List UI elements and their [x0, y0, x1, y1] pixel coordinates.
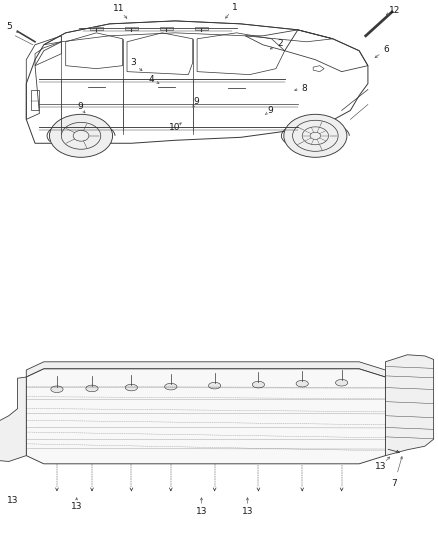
- Polygon shape: [385, 355, 434, 456]
- Bar: [125, 28, 138, 30]
- Bar: [90, 28, 103, 30]
- Text: 13: 13: [7, 496, 19, 505]
- Text: 13: 13: [196, 507, 207, 516]
- Circle shape: [252, 381, 265, 388]
- Text: 13: 13: [242, 507, 253, 516]
- Polygon shape: [0, 377, 26, 462]
- Text: 13: 13: [375, 462, 387, 471]
- Circle shape: [165, 383, 177, 390]
- Text: 1: 1: [231, 3, 237, 12]
- Text: 11: 11: [113, 4, 124, 13]
- Text: 7: 7: [391, 479, 397, 488]
- Text: 2: 2: [278, 39, 283, 48]
- Circle shape: [51, 386, 63, 392]
- Text: 9: 9: [77, 102, 83, 111]
- Circle shape: [296, 381, 308, 387]
- Text: 13: 13: [71, 502, 82, 511]
- Circle shape: [125, 384, 138, 391]
- Text: 10: 10: [170, 123, 181, 132]
- Polygon shape: [26, 362, 385, 377]
- Bar: [160, 28, 173, 30]
- Text: 9: 9: [268, 106, 274, 115]
- Circle shape: [49, 114, 113, 157]
- Text: 4: 4: [148, 75, 154, 84]
- Bar: [195, 28, 208, 30]
- Circle shape: [208, 382, 221, 389]
- Polygon shape: [26, 369, 385, 464]
- Text: 3: 3: [131, 58, 137, 67]
- Text: 6: 6: [383, 45, 389, 54]
- Text: 8: 8: [301, 84, 307, 93]
- Circle shape: [86, 385, 98, 392]
- Circle shape: [336, 379, 348, 386]
- Text: 5: 5: [7, 22, 13, 31]
- Text: 12: 12: [389, 6, 400, 15]
- Text: 9: 9: [193, 97, 199, 106]
- Circle shape: [284, 114, 347, 157]
